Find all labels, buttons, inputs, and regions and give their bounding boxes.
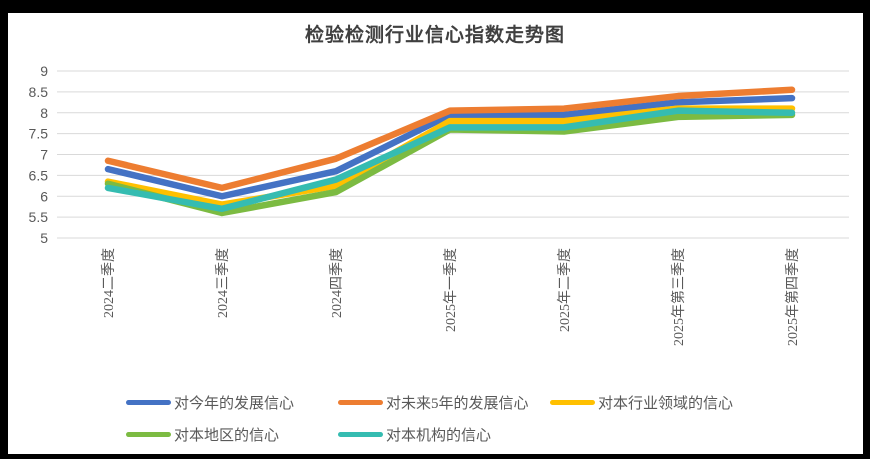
x-axis-label: 2024二季度 [101, 248, 117, 318]
legend-label: 对未来5年的发展信心 [386, 395, 529, 412]
y-axis-label: 5 [40, 230, 48, 246]
legend-item: 对未来5年的发展信心 [338, 386, 550, 418]
legend-label: 对今年的发展信心 [174, 395, 295, 412]
y-axis-label: 8.5 [29, 84, 49, 100]
x-axis-label: 2025年一季度 [443, 248, 459, 332]
legend-item: 对本行业领域的信心 [550, 386, 762, 418]
y-axis-label: 7.5 [29, 126, 49, 142]
legend-line-swatch [550, 399, 595, 405]
x-axis-label: 2025年第四季度 [784, 248, 801, 346]
x-axis-label: 2025年第三季度 [670, 248, 687, 346]
legend-label: 对本行业领域的信心 [598, 395, 734, 412]
legend-item: 对本地区的信心 [126, 418, 338, 450]
legend-line-swatch [126, 431, 171, 437]
x-axis-label: 2024三季度 [215, 248, 231, 318]
y-axis-label: 6.5 [29, 167, 49, 183]
legend-line-swatch [126, 399, 171, 405]
y-axis-label: 8 [40, 105, 48, 121]
y-axis-label: 9 [40, 63, 48, 79]
legend-label: 对本地区的信心 [174, 427, 280, 444]
legend-line-swatch [338, 431, 383, 437]
y-axis-label: 7 [40, 147, 48, 163]
x-axis-label: 2025年二季度 [557, 248, 573, 332]
legend-label: 对本机构的信心 [386, 427, 492, 444]
legend-item: 对本机构的信心 [338, 418, 550, 450]
legend-item: 对今年的发展信心 [126, 386, 338, 418]
series-line-对今年的发展信心 [104, 94, 796, 200]
y-axis-label: 6 [40, 188, 48, 204]
chart-title: 检验检测行业信心指数走势图 [304, 25, 565, 46]
series-line-对本机构的信心 [104, 107, 796, 213]
y-axis-label: 5.5 [29, 209, 49, 225]
x-axis-label: 2024四季度 [329, 248, 345, 318]
legend: 对今年的发展信心 对未来5年的发展信心 对本行业领域的信心对本地区的信心 对本机构的信… [126, 386, 816, 450]
legend-line-swatch [338, 399, 383, 405]
series-line-对未来5年的发展信心 [104, 86, 796, 192]
